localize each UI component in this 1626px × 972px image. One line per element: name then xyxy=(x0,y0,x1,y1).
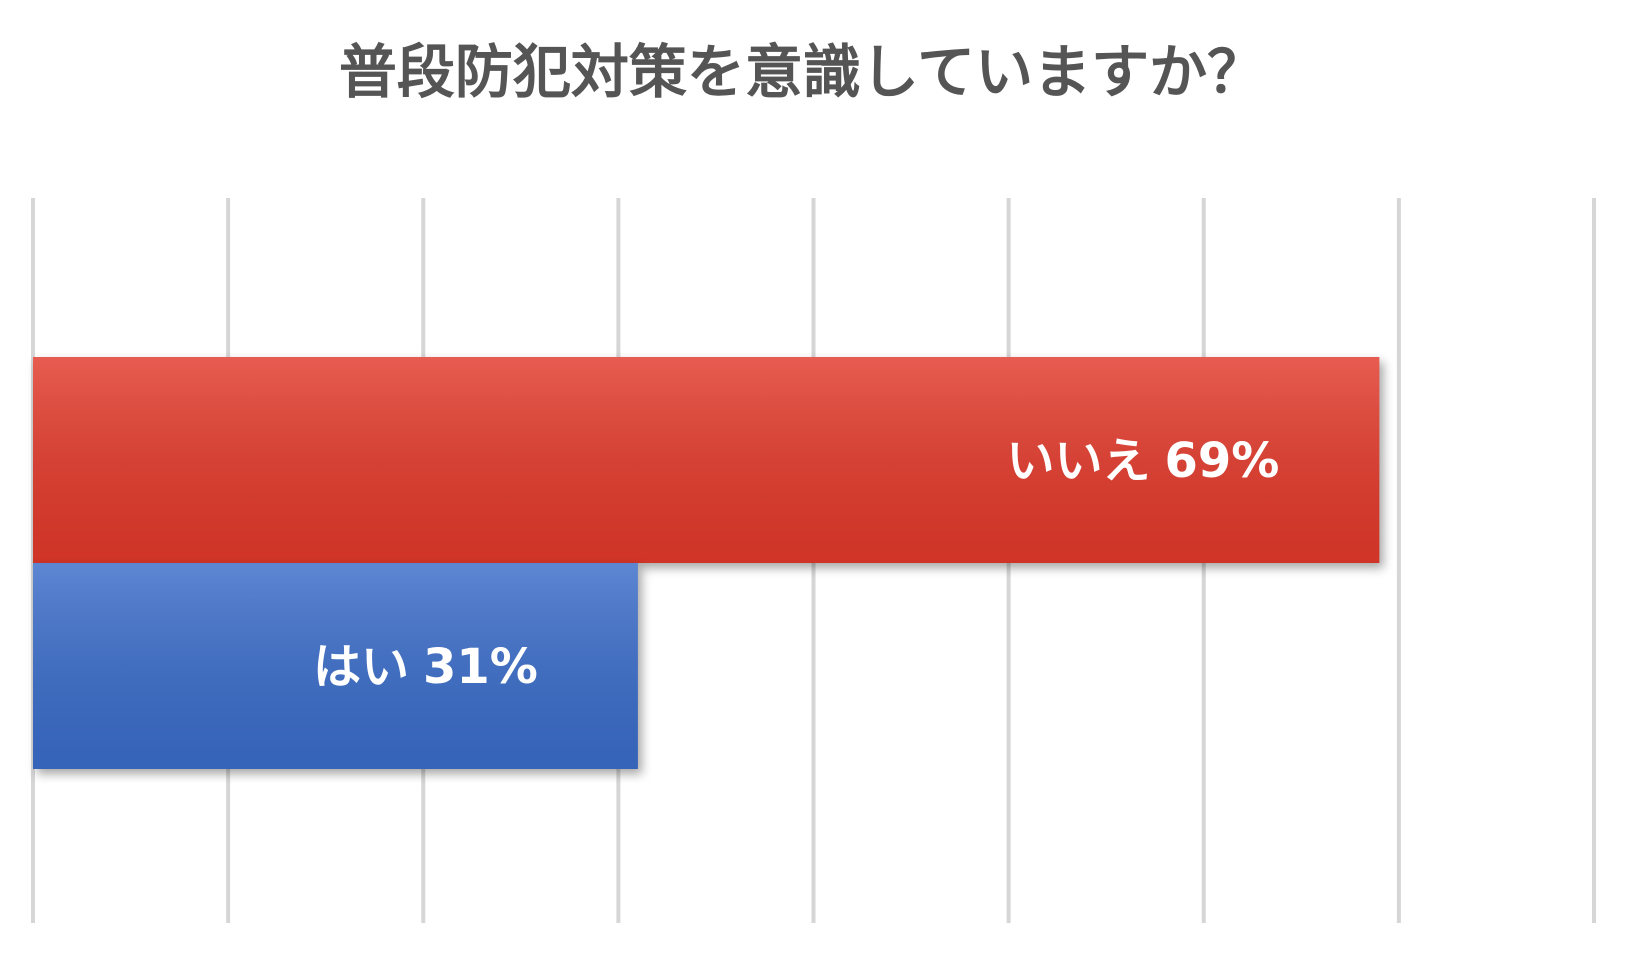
bars: いいえ 69% はい 31% xyxy=(33,357,1380,769)
category-label: はい xyxy=(313,639,409,695)
value-label: 69% xyxy=(1164,433,1279,489)
bar-group: いいえ 69% xyxy=(33,357,1380,563)
bar-label: はい 31% xyxy=(313,639,538,695)
bar-label: いいえ 69% xyxy=(1006,433,1279,489)
chart-title: 普段防犯対策を意識していますか？ xyxy=(339,38,1265,106)
bar-sheen xyxy=(33,563,638,769)
category-label: いいえ xyxy=(1006,433,1150,489)
value-label: 31% xyxy=(423,639,538,695)
bar-group: はい 31% xyxy=(33,563,638,769)
bar-sheen xyxy=(33,357,1380,563)
